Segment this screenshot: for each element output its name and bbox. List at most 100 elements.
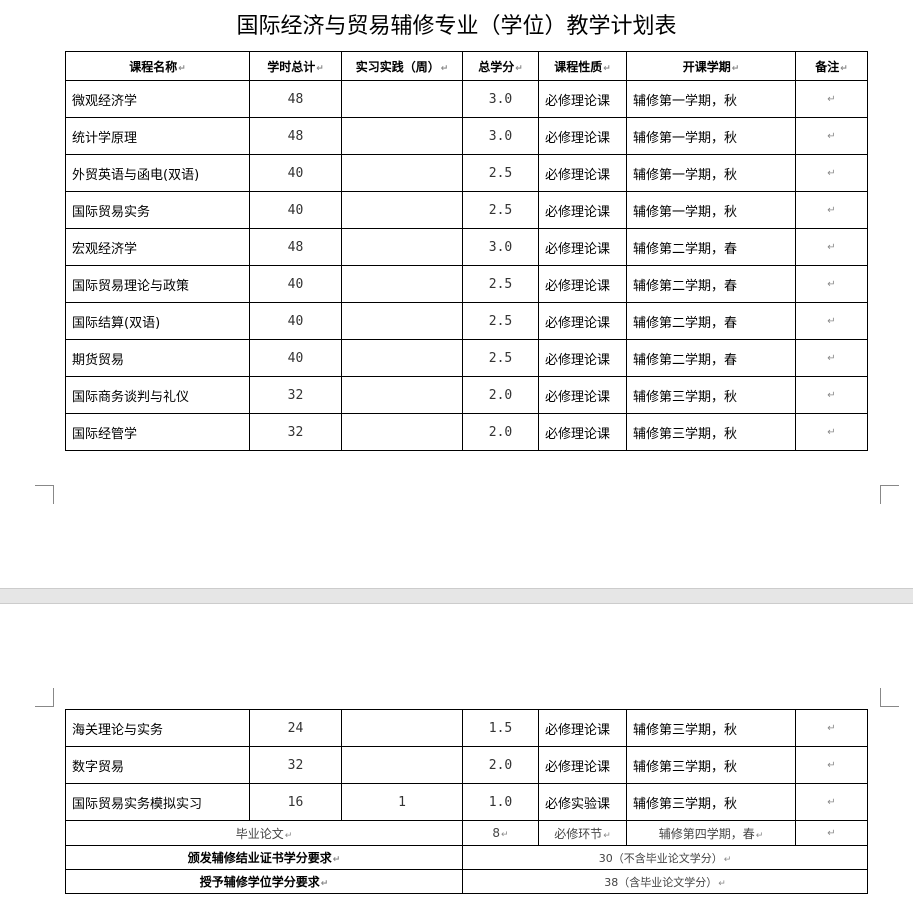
hours: 40 bbox=[249, 191, 342, 229]
practice-weeks bbox=[341, 376, 463, 414]
practice-weeks bbox=[341, 709, 463, 747]
hours: 40 bbox=[249, 339, 342, 377]
header-notes: 备注 bbox=[795, 51, 868, 81]
table-header-row: 课程名称 学时总计 实习实践（周） 总学分 课程性质 开课学期 备注 bbox=[65, 51, 868, 81]
notes-cell: ↵ bbox=[795, 117, 868, 155]
degree-req-value: 38（含毕业论文学分） bbox=[462, 869, 868, 894]
thesis-term: 辅修第四学期，春 bbox=[626, 820, 796, 846]
credits: 2.0 bbox=[462, 413, 539, 451]
hours: 48 bbox=[249, 80, 342, 118]
credits: 2.5 bbox=[462, 265, 539, 303]
course-type: 必修理论课 bbox=[538, 265, 627, 303]
course-table-page2: 海关理论与实务 24 1.5 必修理论课 辅修第三学期，秋 ↵ 数字贸易 32 2.0 必修理论课… bbox=[65, 709, 868, 894]
degree-requirement-row: 授予辅修学位学分要求 38（含毕业论文学分） bbox=[65, 869, 868, 894]
header-hours: 学时总计 bbox=[249, 51, 342, 81]
course-type: 必修理论课 bbox=[538, 191, 627, 229]
notes-cell: ↵ bbox=[795, 154, 868, 192]
header-practice: 实习实践（周） bbox=[341, 51, 463, 81]
hours: 40 bbox=[249, 302, 342, 340]
term: 辅修第一学期，秋 bbox=[626, 117, 796, 155]
notes-cell: ↵ bbox=[795, 302, 868, 340]
margin-corner-mark bbox=[35, 485, 54, 504]
table-row: 期货贸易 40 2.5 必修理论课 辅修第二学期，春 ↵ bbox=[65, 339, 868, 377]
term: 辅修第三学期，秋 bbox=[626, 746, 796, 784]
term: 辅修第一学期，秋 bbox=[626, 80, 796, 118]
course-name: 外贸英语与函电(双语) bbox=[65, 154, 250, 192]
practice-weeks bbox=[341, 302, 463, 340]
credits: 1.5 bbox=[462, 709, 539, 747]
course-type: 必修理论课 bbox=[538, 117, 627, 155]
course-type: 必修理论课 bbox=[538, 228, 627, 266]
notes-cell: ↵ bbox=[795, 228, 868, 266]
credits: 2.5 bbox=[462, 191, 539, 229]
margin-corner-mark bbox=[880, 485, 899, 504]
course-type: 必修理论课 bbox=[538, 709, 627, 747]
course-name: 宏观经济学 bbox=[65, 228, 250, 266]
practice-weeks bbox=[341, 80, 463, 118]
hours: 16 bbox=[249, 783, 342, 821]
course-type: 必修理论课 bbox=[538, 339, 627, 377]
practice-weeks bbox=[341, 746, 463, 784]
course-name: 微观经济学 bbox=[65, 80, 250, 118]
header-credits: 总学分 bbox=[462, 51, 539, 81]
course-type: 必修理论课 bbox=[538, 302, 627, 340]
course-name: 国际贸易理论与政策 bbox=[65, 265, 250, 303]
credits: 3.0 bbox=[462, 80, 539, 118]
course-type: 必修理论课 bbox=[538, 80, 627, 118]
term: 辅修第二学期，春 bbox=[626, 302, 796, 340]
page-break-gap bbox=[0, 588, 913, 604]
hours: 32 bbox=[249, 413, 342, 451]
header-course-name: 课程名称 bbox=[65, 51, 250, 81]
practice-weeks bbox=[341, 265, 463, 303]
course-type: 必修理论课 bbox=[538, 154, 627, 192]
term: 辅修第二学期，春 bbox=[626, 339, 796, 377]
term: 辅修第三学期，秋 bbox=[626, 413, 796, 451]
table-row: 微观经济学 48 3.0 必修理论课 辅修第一学期，秋 ↵ bbox=[65, 80, 868, 118]
practice-weeks bbox=[341, 413, 463, 451]
credits: 2.5 bbox=[462, 154, 539, 192]
notes-cell: ↵ bbox=[795, 709, 868, 747]
hours: 32 bbox=[249, 376, 342, 414]
table-row: 宏观经济学 48 3.0 必修理论课 辅修第二学期，春 ↵ bbox=[65, 228, 868, 266]
term: 辅修第三学期，秋 bbox=[626, 376, 796, 414]
credits: 2.0 bbox=[462, 376, 539, 414]
term: 辅修第一学期，秋 bbox=[626, 154, 796, 192]
notes-cell: ↵ bbox=[795, 376, 868, 414]
course-name: 国际结算(双语) bbox=[65, 302, 250, 340]
cert-req-value: 30（不含毕业论文学分） bbox=[462, 845, 868, 870]
table-row: 数字贸易 32 2.0 必修理论课 辅修第三学期，秋 ↵ bbox=[65, 746, 868, 784]
term: 辅修第三学期，秋 bbox=[626, 783, 796, 821]
table-row: 统计学原理 48 3.0 必修理论课 辅修第一学期，秋 ↵ bbox=[65, 117, 868, 155]
course-name: 国际贸易实务 bbox=[65, 191, 250, 229]
cert-req-label: 颁发辅修结业证书学分要求 bbox=[65, 845, 463, 870]
credits: 2.5 bbox=[462, 302, 539, 340]
practice-weeks bbox=[341, 228, 463, 266]
course-type: 必修理论课 bbox=[538, 413, 627, 451]
table-row: 海关理论与实务 24 1.5 必修理论课 辅修第三学期，秋 ↵ bbox=[65, 709, 868, 747]
course-name: 国际贸易实务模拟实习 bbox=[65, 783, 250, 821]
course-type: 必修实验课 bbox=[538, 783, 627, 821]
practice-weeks bbox=[341, 339, 463, 377]
table-row: 国际贸易实务 40 2.5 必修理论课 辅修第一学期，秋 ↵ bbox=[65, 191, 868, 229]
course-name: 海关理论与实务 bbox=[65, 709, 250, 747]
thesis-name: 毕业论文 bbox=[65, 820, 463, 846]
cert-requirement-row: 颁发辅修结业证书学分要求 30（不含毕业论文学分） bbox=[65, 845, 868, 870]
practice-weeks bbox=[341, 191, 463, 229]
table-row: 国际商务谈判与礼仪 32 2.0 必修理论课 辅修第三学期，秋 ↵ bbox=[65, 376, 868, 414]
course-type: 必修理论课 bbox=[538, 746, 627, 784]
notes-cell: ↵ bbox=[795, 783, 868, 821]
practice-weeks bbox=[341, 154, 463, 192]
document-title: 国际经济与贸易辅修专业（学位）教学计划表 bbox=[236, 14, 677, 39]
credits: 3.0 bbox=[462, 228, 539, 266]
notes-cell: ↵ bbox=[795, 265, 868, 303]
hours: 48 bbox=[249, 228, 342, 266]
margin-corner-mark bbox=[35, 688, 54, 707]
header-term: 开课学期 bbox=[626, 51, 796, 81]
course-type: 必修理论课 bbox=[538, 376, 627, 414]
degree-req-label: 授予辅修学位学分要求 bbox=[65, 869, 463, 894]
thesis-row: 毕业论文 8 必修环节 辅修第四学期，春 ↵ bbox=[65, 820, 868, 846]
notes-cell: ↵ bbox=[795, 80, 868, 118]
term: 辅修第二学期，春 bbox=[626, 265, 796, 303]
table-row: 国际结算(双语) 40 2.5 必修理论课 辅修第二学期，春 ↵ bbox=[65, 302, 868, 340]
hours: 24 bbox=[249, 709, 342, 747]
